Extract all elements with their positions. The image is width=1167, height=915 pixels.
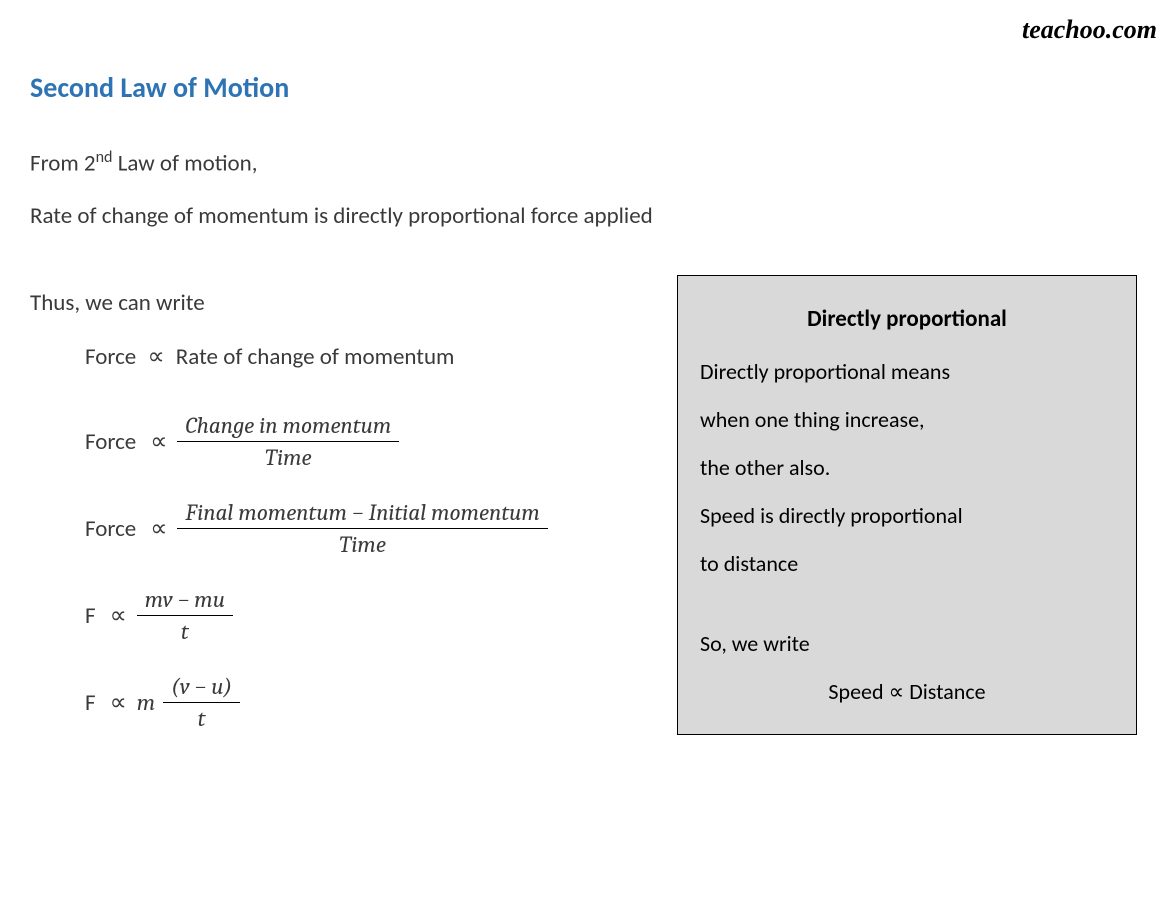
formula-1-lhs: Force — [85, 343, 136, 371]
propto-symbol: ∝ — [150, 514, 167, 543]
sidebar-definition-box: Directly proportional Directly proportio… — [677, 275, 1137, 735]
formula-2-denominator: Time — [257, 442, 320, 471]
sidebar-so-write: So, we write — [700, 622, 1114, 666]
sidebar-line-3: the other also. — [700, 446, 1114, 490]
formula-1: Force ∝ Rate of change of momentum — [85, 338, 647, 376]
derivation-column: Thus, we can write Force ∝ Rate of chang… — [30, 285, 647, 760]
formula-5-lhs: F — [85, 689, 96, 717]
propto-symbol: ∝ — [110, 688, 127, 717]
sidebar-line-5: to distance — [700, 542, 1114, 586]
formula-4-denominator: t — [173, 616, 197, 645]
formula-4-numerator: mv − mu — [137, 586, 233, 616]
formula-2-numerator: Change in momentum — [177, 412, 399, 442]
sidebar-title: Directly proportional — [700, 296, 1114, 342]
formula-3-denominator: Time — [331, 529, 394, 558]
formula-3: Force ∝ Final momentum − Initial momentu… — [85, 499, 647, 558]
intro-line-2: Rate of change of momentum is directly p… — [30, 198, 1137, 235]
formula-5-fraction: (v − u) t — [163, 673, 240, 732]
formula-3-fraction: Final momentum − Initial momentum Time — [177, 499, 547, 558]
intro-superscript: nd — [96, 148, 113, 167]
sidebar-line-4: Speed is directly proportional — [700, 494, 1114, 538]
propto-symbol: ∝ — [110, 601, 127, 630]
formula-2-lhs: Force — [85, 428, 136, 456]
formula-4-fraction: mv − mu t — [137, 586, 233, 645]
formula-1-rhs: Rate of change of momentum — [176, 343, 455, 371]
sidebar-line-2: when one thing increase, — [700, 398, 1114, 442]
formula-4-lhs: F — [85, 602, 96, 630]
intro-suffix: Law of motion, — [113, 150, 258, 178]
formula-5-numerator: (v − u) — [163, 673, 240, 703]
sidebar-line-1: Directly proportional means — [700, 350, 1114, 394]
watermark-text: teachoo.com — [1022, 15, 1157, 45]
formula-3-numerator: Final momentum − Initial momentum — [177, 499, 547, 529]
intro-prefix: From 2 — [30, 150, 96, 178]
formula-2: Force ∝ Change in momentum Time — [85, 412, 647, 471]
thus-text: Thus, we can write — [30, 285, 647, 322]
intro-line-1: From 2nd Law of motion, — [30, 145, 1137, 182]
formula-2-fraction: Change in momentum Time — [177, 412, 399, 471]
sidebar-formula: Speed ∝ Distance — [700, 670, 1114, 714]
page-heading: Second Law of Motion — [30, 70, 1137, 105]
formula-4: F ∝ mv − mu t — [85, 586, 647, 645]
formula-5: F ∝ m (v − u) t — [85, 673, 647, 732]
content-row: Thus, we can write Force ∝ Rate of chang… — [30, 285, 1137, 760]
propto-symbol: ∝ — [150, 427, 167, 456]
formula-5-coef: m — [137, 689, 155, 716]
propto-symbol: ∝ — [147, 342, 164, 371]
formula-3-lhs: Force — [85, 515, 136, 543]
formula-5-denominator: t — [190, 703, 214, 732]
